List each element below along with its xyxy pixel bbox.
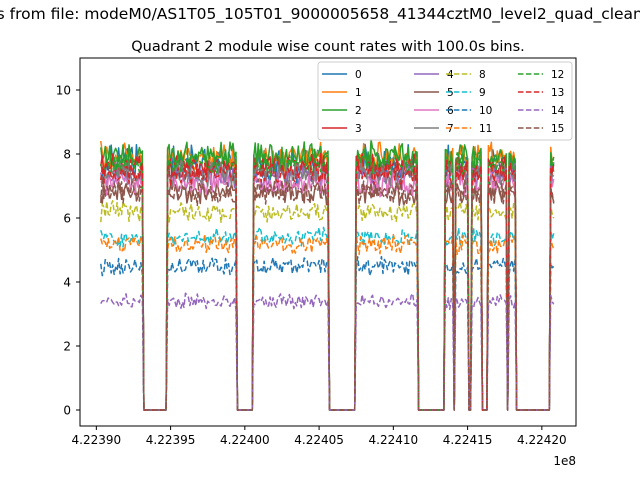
x-tick-label: 4.22415: [443, 433, 493, 447]
legend-label-5: 5: [447, 87, 454, 99]
x-tick-label: 4.22405: [294, 433, 344, 447]
x-tick-label: 4.22395: [146, 433, 196, 447]
x-axis-offset-label: 1e8: [553, 454, 576, 468]
legend-label-1: 1: [355, 87, 362, 99]
legend-label-14: 14: [551, 105, 565, 117]
y-axis: 0 2 4 6 8 10: [56, 84, 80, 418]
axes-frame: [79, 57, 577, 427]
series-line-8: [100, 199, 555, 411]
legend-box: [317, 61, 573, 141]
y-tick-label: 4: [63, 276, 71, 290]
series-line-6: [100, 169, 555, 411]
y-tick-label: 2: [63, 340, 71, 354]
x-tick-label: 4.22420: [517, 433, 567, 447]
legend-label-10: 10: [479, 105, 492, 117]
legend-label-7: 7: [447, 123, 454, 135]
series-line-7: [100, 159, 555, 411]
y-tick-label: 0: [63, 404, 71, 418]
series-layer: [100, 138, 555, 411]
legend-label-11: 11: [479, 123, 492, 135]
x-tick-label: 4.22400: [220, 433, 270, 447]
x-tick-label: 4.22390: [72, 433, 122, 447]
series-line-9: [100, 226, 555, 411]
legend-label-13: 13: [551, 87, 564, 99]
series-line-11: [100, 233, 555, 411]
series-line-15: [100, 178, 555, 411]
y-tick-label: 6: [63, 212, 71, 226]
series-line-14: [100, 292, 555, 411]
figure-suptitle: Plots from file: modeM0/AS1T05_105T01_90…: [0, 5, 640, 24]
series-line-13: [100, 158, 555, 411]
x-tick-label: 4.22410: [369, 433, 419, 447]
legend-label-8: 8: [479, 69, 486, 81]
legend-label-15: 15: [551, 123, 564, 135]
chart-title: Quadrant 2 module wise count rates with …: [131, 39, 525, 55]
legend-label-2: 2: [355, 105, 362, 117]
y-tick-label: 8: [63, 148, 71, 162]
legend-label-3: 3: [355, 123, 362, 135]
x-axis: 4.22390 4.22395 4.22400 4.22405 4.22410 4.224…: [72, 426, 567, 447]
series-line-10: [100, 255, 555, 411]
legend-label-12: 12: [551, 69, 564, 81]
y-tick-label: 10: [56, 84, 71, 98]
series-line-12: [100, 148, 555, 411]
series-line-5: [100, 178, 555, 411]
legend-label-9: 9: [479, 87, 486, 99]
legend-label-6: 6: [447, 105, 454, 117]
legend-label-0: 0: [355, 69, 362, 81]
legend-label-4: 4: [447, 69, 454, 81]
